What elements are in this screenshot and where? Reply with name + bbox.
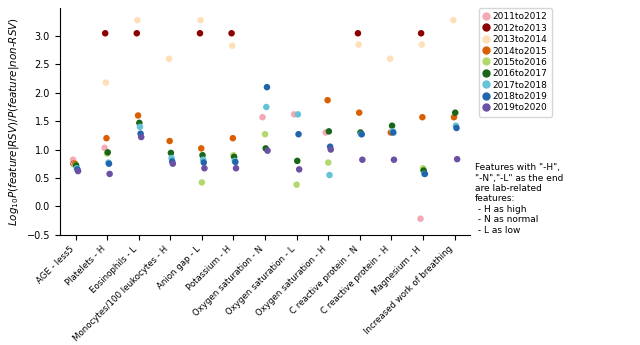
2016to2017 (419, 168, 429, 173)
2014to2015 (354, 110, 364, 116)
2017to2018 (292, 111, 303, 117)
2011to2012 (321, 130, 331, 135)
2019to2020 (73, 168, 83, 174)
2014to2015 (228, 136, 238, 141)
2017to2018 (230, 158, 240, 164)
2018to2019 (325, 144, 335, 149)
2019to2020 (231, 166, 241, 171)
Y-axis label: $Log_{10}P(feature|RSV)/P(feature|non\text{-}RSV)$: $Log_{10}P(feature|RSV)/P(feature|non\te… (7, 17, 21, 226)
2015to2016 (418, 166, 428, 171)
2019to2020 (262, 148, 273, 154)
2017to2018 (356, 131, 366, 137)
2014to2015 (196, 146, 206, 151)
2019to2020 (326, 147, 336, 152)
2017to2018 (72, 166, 82, 171)
2017to2018 (419, 171, 429, 177)
2016to2017 (260, 146, 271, 151)
2018to2019 (230, 159, 241, 165)
2016to2017 (450, 110, 460, 116)
2015to2016 (292, 182, 302, 187)
2014to2015 (323, 97, 333, 103)
2011to2012 (415, 216, 426, 221)
2013to2014 (100, 80, 111, 85)
2018to2019 (356, 131, 367, 137)
2018to2019 (420, 171, 430, 177)
2014to2015 (133, 113, 143, 118)
2019to2020 (357, 157, 367, 162)
2018to2019 (451, 125, 461, 131)
2018to2019 (262, 85, 272, 90)
2012to2013 (132, 30, 142, 36)
2018to2019 (198, 160, 209, 165)
2012to2013 (227, 30, 237, 36)
2017to2018 (451, 123, 461, 128)
2013to2014 (448, 18, 458, 23)
2013to2014 (385, 56, 396, 61)
2013to2014 (164, 56, 174, 61)
2017to2018 (261, 104, 271, 110)
2015to2016 (323, 160, 333, 165)
Text: Features with "-H",
"-N","-L" as the end
are lab-related
features:
 - H as high
: Features with "-H", "-N","-L" as the end… (474, 163, 563, 235)
2019to2020 (389, 157, 399, 162)
2016to2017 (292, 158, 303, 164)
2012to2013 (68, 161, 79, 167)
2012to2013 (100, 30, 110, 36)
2016to2017 (166, 150, 176, 156)
2017to2018 (388, 129, 398, 134)
2013to2014 (195, 18, 205, 23)
Legend: 2011to2012, 2012to2013, 2013to2014, 2014to2015, 2015to2016, 2016to2017, 2017to20: 2011to2012, 2012to2013, 2013to2014, 2014… (479, 8, 552, 117)
2018to2019 (136, 131, 146, 136)
2018to2019 (293, 131, 303, 137)
2014to2015 (386, 130, 396, 135)
2019to2020 (199, 166, 209, 171)
2016to2017 (134, 120, 145, 126)
2017to2018 (166, 155, 177, 161)
2011to2012 (99, 145, 109, 150)
2019to2020 (294, 167, 304, 172)
2018to2019 (104, 161, 114, 167)
2013to2014 (132, 18, 143, 23)
2016to2017 (71, 162, 81, 168)
2016to2017 (197, 152, 207, 158)
2019to2020 (452, 156, 462, 162)
2018to2019 (167, 159, 177, 164)
2012to2013 (416, 30, 426, 36)
2015to2016 (260, 131, 270, 137)
2014to2015 (164, 138, 175, 144)
2014to2015 (101, 136, 111, 141)
2018to2019 (72, 167, 83, 172)
2011to2012 (68, 157, 78, 162)
2017to2018 (198, 157, 208, 162)
2016to2017 (355, 130, 365, 135)
2011to2012 (257, 115, 268, 120)
2016to2017 (229, 154, 239, 160)
2015to2016 (196, 180, 207, 185)
2014to2015 (449, 115, 459, 120)
2015to2016 (102, 151, 112, 156)
2013to2014 (353, 42, 364, 47)
2016to2017 (387, 123, 397, 128)
2017to2018 (103, 160, 113, 165)
2012to2013 (195, 30, 205, 36)
2013to2014 (227, 43, 237, 49)
2018to2019 (388, 130, 399, 135)
2012to2013 (353, 30, 363, 36)
2013to2014 (69, 161, 79, 167)
2015to2016 (228, 152, 239, 158)
2019to2020 (168, 161, 178, 167)
2011to2012 (289, 111, 300, 117)
2017to2018 (324, 172, 335, 178)
2017to2018 (135, 124, 145, 130)
2019to2020 (136, 134, 147, 140)
2015to2016 (70, 162, 81, 168)
2016to2017 (324, 129, 334, 134)
2019to2020 (104, 171, 115, 177)
2014to2015 (417, 115, 428, 120)
2016to2017 (102, 150, 113, 155)
2013to2014 (417, 42, 427, 47)
2014to2015 (70, 161, 80, 167)
